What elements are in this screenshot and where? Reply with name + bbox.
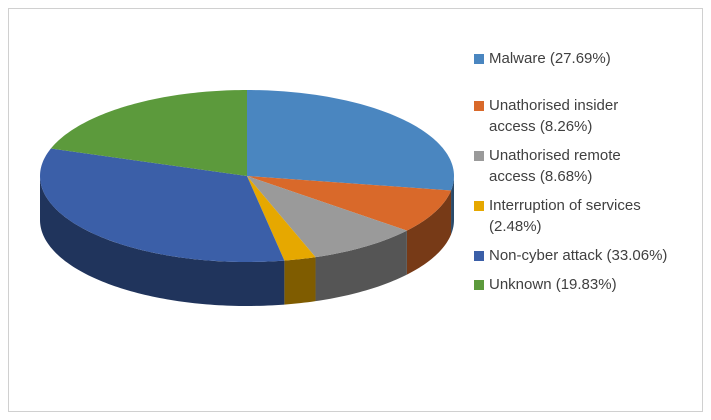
legend-label: Non-cyber attack (33.06%) bbox=[489, 247, 668, 264]
legend-label: Interruption of services (2.48%) bbox=[489, 197, 641, 235]
pie-slice-side bbox=[284, 257, 316, 305]
pie-slice bbox=[50, 90, 247, 176]
legend-item: Unknown (19.83%) bbox=[474, 274, 674, 295]
pie-slice-side bbox=[451, 176, 454, 235]
legend-swatch bbox=[474, 54, 484, 64]
legend-label: Unathorised remote access (8.68%) bbox=[489, 147, 621, 185]
legend-item: Unathorised remote access (8.68%) bbox=[474, 145, 674, 187]
legend-swatch bbox=[474, 151, 484, 161]
pie-slice bbox=[247, 90, 454, 191]
legend-swatch bbox=[474, 251, 484, 261]
pie-slice bbox=[247, 176, 452, 231]
legend-swatch bbox=[474, 201, 484, 211]
legend-item: Interruption of services (2.48%) bbox=[474, 195, 674, 237]
legend-swatch bbox=[474, 101, 484, 111]
legend: Malware (27.69%) Unathorised insider acce… bbox=[474, 48, 674, 295]
pie-slice-side bbox=[406, 190, 452, 275]
legend-item: Unathorised insider access (8.26%) bbox=[474, 95, 674, 137]
legend-item: Malware (27.69%) bbox=[474, 48, 674, 69]
legend-item: Non-cyber attack (33.06%) bbox=[474, 245, 674, 266]
pie-slice-side bbox=[40, 176, 285, 306]
pie-slice bbox=[40, 148, 285, 262]
legend-label: Unathorised insider access (8.26%) bbox=[489, 97, 619, 135]
legend-label: Unknown (19.83%) bbox=[489, 276, 617, 293]
legend-label: Malware (27.69%) bbox=[489, 50, 611, 67]
pie-slice-side bbox=[315, 230, 407, 302]
pie-slice bbox=[247, 176, 316, 261]
legend-swatch bbox=[474, 280, 484, 290]
pie-slice bbox=[247, 176, 407, 258]
